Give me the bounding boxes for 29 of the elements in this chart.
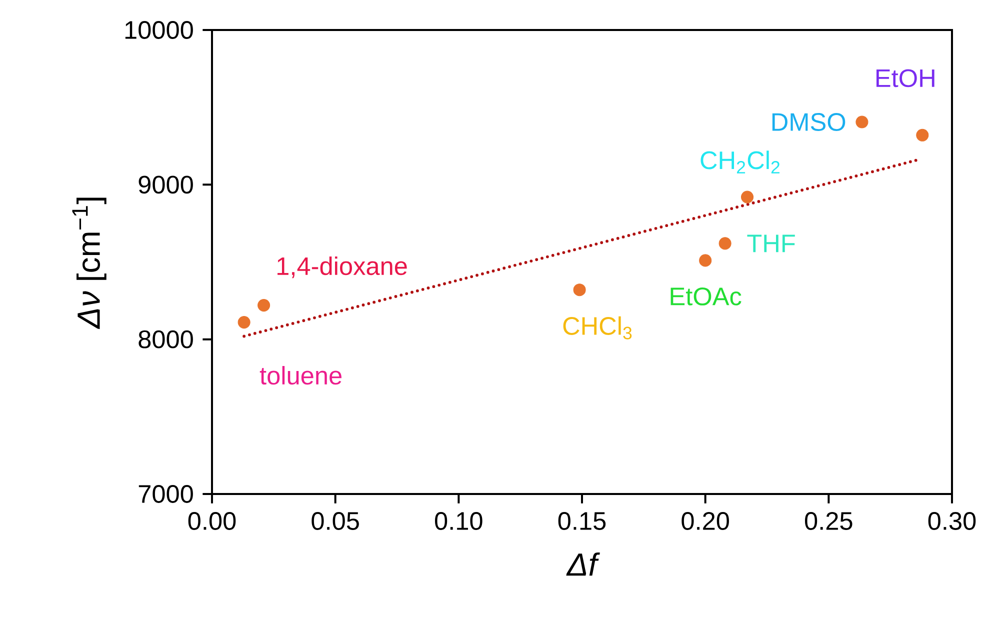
annotation: THF [747,234,795,252]
point [916,128,929,142]
annotation: toluene [260,366,342,385]
x-tick-label: 0.30 [928,512,976,530]
y-tick-label: 9000 [138,176,193,194]
x-tick-label: 0.15 [558,512,606,530]
annotation: DMSO [772,113,846,131]
x-tick-label: 0.00 [188,512,236,530]
x-tick-label: 0.05 [312,512,359,530]
point [740,190,754,204]
x-axis-title: Δf [566,552,600,576]
annotation: CHCl$_{3}$ [563,316,632,340]
x-tick-label: 0.20 [682,512,729,530]
annotation: 1,4-dioxane [278,256,407,278]
annotation: EtOAc [670,287,742,306]
x-tick-label: 0.10 [435,512,482,530]
point [718,237,732,250]
y-tick-label: 8000 [138,330,193,348]
y-axis-title: Δν [cm$^{−1}$] [72,198,106,330]
point [238,316,250,329]
annotation: EtOH [876,69,934,88]
point [258,299,270,312]
x-tick-label: 0.25 [804,512,852,530]
point [573,284,586,296]
y-tick-label: 10000 [125,21,193,39]
point [699,254,712,267]
y-tick-label: 7000 [138,485,193,503]
point [856,116,868,128]
annotation: CH$_{2}$Cl$_{2}$ [700,150,780,174]
